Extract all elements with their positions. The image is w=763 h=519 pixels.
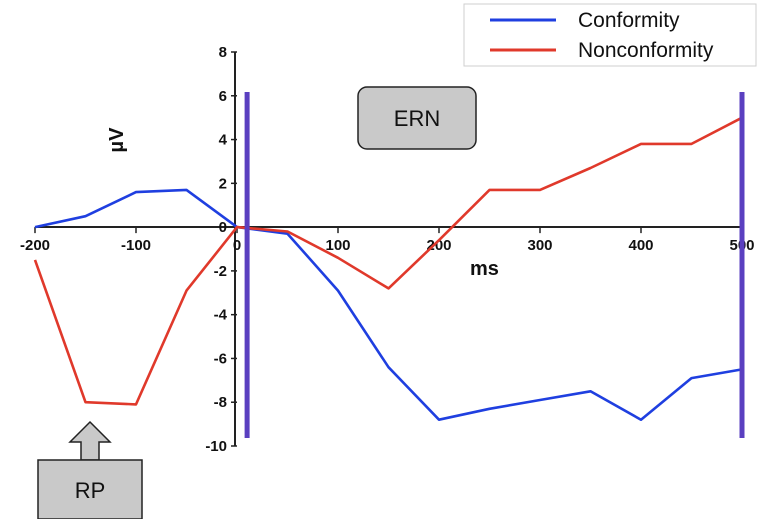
x-ticks: -200-1000100200300400500 [20, 227, 755, 254]
ern-label: ERN [394, 106, 440, 131]
y-tick-label: 0 [219, 219, 227, 236]
y-axis-title: µV [106, 127, 128, 153]
y-tick-label: -2 [214, 263, 227, 280]
rp-label: RP [75, 478, 106, 503]
y-tick-label: 2 [219, 175, 227, 192]
rp-annotation: RP [37, 420, 143, 519]
y-tick-label: -8 [214, 394, 227, 411]
up-arrow-icon [68, 420, 112, 461]
x-tick-label: 200 [426, 237, 451, 254]
legend: Conformity Nonconformity [463, 3, 757, 67]
y-tick-label: 8 [219, 44, 227, 61]
rp-box [37, 459, 143, 519]
ern-annotation: ERN [357, 86, 477, 150]
x-tick-label: -200 [20, 237, 50, 254]
series-line-nonconformity [33, 116, 743, 406]
legend-label-conformity: Conformity [578, 9, 680, 32]
y-ticks: -10 -8 -6 -4 -2 0 2 4 6 8 [205, 44, 237, 455]
x-axis-title: ms [470, 258, 499, 280]
x-tick-label: 100 [325, 237, 350, 254]
legend-frame [463, 3, 757, 67]
y-tick-label: -4 [214, 307, 228, 324]
y-tick-label: -6 [214, 350, 227, 367]
series-line-conformity [34, 188, 743, 422]
legend-label-nonconformity: Nonconformity [578, 39, 714, 62]
x-tick-label: 400 [628, 237, 653, 254]
y-tick-label: 4 [219, 132, 228, 149]
ern-box [357, 86, 477, 150]
y-tick-label: -10 [205, 438, 227, 455]
x-tick-label: 0 [233, 237, 241, 254]
y-tick-label: 6 [219, 88, 227, 105]
vertical-markers [244, 92, 745, 438]
x-tick-label: 300 [527, 237, 552, 254]
series-layer [33, 116, 743, 422]
x-tick-label: -100 [121, 237, 151, 254]
